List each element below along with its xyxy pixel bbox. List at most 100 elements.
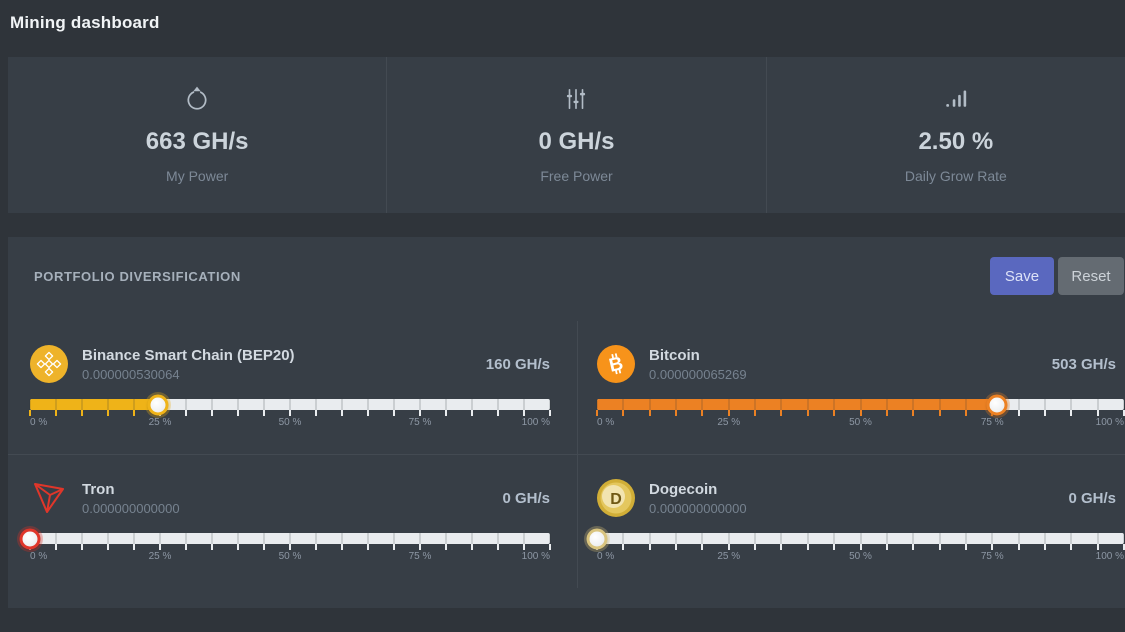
tick-stub bbox=[754, 410, 757, 416]
tick-mark bbox=[523, 533, 525, 544]
tick-stub bbox=[859, 410, 862, 416]
slider-handle[interactable] bbox=[147, 394, 169, 415]
tick-mark bbox=[419, 533, 421, 544]
tick-stub bbox=[341, 410, 343, 416]
slider-track[interactable] bbox=[29, 394, 551, 416]
slider-track[interactable] bbox=[19, 528, 551, 550]
tick-stub bbox=[780, 410, 783, 416]
slider-fill bbox=[597, 399, 997, 410]
tick-stub bbox=[1017, 544, 1020, 550]
tick-label: 50 % bbox=[849, 551, 872, 562]
tick-mark bbox=[237, 533, 239, 544]
tick-stub bbox=[133, 544, 135, 550]
coin-power-value: 503 GH/s bbox=[1051, 355, 1116, 373]
tick-stub bbox=[289, 544, 291, 550]
tick-stub bbox=[1070, 544, 1073, 550]
stat-value: 663 GH/s bbox=[145, 128, 249, 155]
coin-meta: Bitcoin 0.000000065269 bbox=[649, 347, 747, 382]
tick-stub bbox=[622, 544, 625, 550]
tick-label: 25 % bbox=[717, 417, 741, 428]
tick-mark bbox=[885, 533, 888, 544]
tick-mark bbox=[55, 399, 57, 410]
tick-stub bbox=[471, 410, 473, 416]
tick-mark bbox=[780, 533, 783, 544]
doge-icon: D bbox=[597, 479, 635, 517]
tick-stub bbox=[107, 544, 109, 550]
tick-stub bbox=[727, 410, 730, 416]
tick-stub bbox=[648, 544, 651, 550]
coin-rate: 0.000000000000 bbox=[82, 500, 180, 516]
tick-mark bbox=[780, 399, 783, 410]
tick-stub bbox=[29, 410, 31, 416]
slider-track[interactable] bbox=[586, 528, 1125, 550]
tick-mark bbox=[938, 533, 941, 544]
tick-mark bbox=[133, 533, 135, 544]
tick-stub bbox=[964, 410, 967, 416]
tick-stub bbox=[833, 410, 836, 416]
slider-handle[interactable] bbox=[19, 528, 41, 549]
tick-labels: 0 % 25 % 50 % 75 % 100 % bbox=[597, 417, 1124, 430]
tick-mark bbox=[263, 399, 265, 410]
tick-mark bbox=[964, 399, 967, 410]
tick-stub bbox=[185, 544, 187, 550]
tick-mark bbox=[523, 399, 525, 410]
tick-mark bbox=[107, 533, 109, 544]
tick-stub bbox=[1070, 410, 1073, 416]
tick-stub bbox=[393, 544, 395, 550]
tick-stub bbox=[806, 544, 809, 550]
stat-my-power: 663 GH/s My Power bbox=[8, 57, 386, 213]
tick-mark bbox=[497, 533, 499, 544]
tick-mark bbox=[211, 399, 213, 410]
tick-stub bbox=[648, 410, 651, 416]
slider-handle[interactable] bbox=[986, 394, 1008, 415]
stat-free-power: 0 GH/s Free Power bbox=[386, 57, 765, 213]
tick-mark bbox=[159, 533, 161, 544]
coin-name: Tron bbox=[82, 480, 115, 498]
tick-mark bbox=[1096, 533, 1099, 544]
tick-label: 50 % bbox=[278, 417, 302, 428]
tick-mark bbox=[701, 533, 704, 544]
coin-meta: Binance Smart Chain (BEP20) 0.0000005300… bbox=[82, 347, 295, 382]
tick-mark bbox=[341, 533, 343, 544]
tick-stub bbox=[419, 410, 421, 416]
trx-icon bbox=[30, 479, 68, 517]
reset-button[interactable]: Reset bbox=[1058, 257, 1124, 295]
tick-stub bbox=[675, 410, 678, 416]
tick-mark bbox=[596, 399, 598, 410]
slider-track[interactable] bbox=[596, 394, 1125, 416]
sliders-icon bbox=[563, 86, 589, 112]
tick-stub bbox=[859, 544, 862, 550]
allocation-slider[interactable]: 0 % 25 % 50 % 75 % 100 % bbox=[596, 394, 1125, 430]
tick-mark bbox=[622, 533, 625, 544]
tick-mark bbox=[341, 399, 343, 410]
tick-stub bbox=[237, 544, 239, 550]
save-button[interactable]: Save bbox=[990, 257, 1054, 295]
tick-stub bbox=[81, 410, 83, 416]
tick-stub bbox=[675, 544, 678, 550]
allocation-slider[interactable]: 0 % 25 % 50 % 75 % 100 % bbox=[586, 528, 1125, 564]
coin-meta: Tron 0.000000000000 bbox=[82, 481, 180, 516]
tick-stub bbox=[341, 544, 343, 550]
tick-label: 0 % bbox=[597, 417, 615, 428]
coin-head: Binance Smart Chain (BEP20) 0.0000005300… bbox=[30, 343, 550, 385]
tick-labels: 0 % 25 % 50 % 75 % 100 % bbox=[597, 551, 1124, 564]
slider-handle[interactable] bbox=[586, 528, 608, 549]
tick-mark bbox=[1096, 399, 1099, 410]
tick-stub bbox=[185, 410, 187, 416]
bnb-cell: Binance Smart Chain (BEP20) 0.0000005300… bbox=[8, 321, 577, 454]
tick-stub bbox=[885, 544, 888, 550]
tick-mark bbox=[675, 399, 678, 410]
allocation-slider[interactable]: 0 % 25 % 50 % 75 % 100 % bbox=[19, 528, 551, 564]
tick-stub bbox=[1123, 410, 1125, 416]
tick-mark bbox=[859, 533, 862, 544]
tick-stub bbox=[445, 544, 447, 550]
stat-label: My Power bbox=[166, 168, 229, 184]
tick-mark bbox=[1017, 533, 1020, 544]
slider-fill bbox=[30, 399, 158, 410]
tick-stub bbox=[991, 544, 994, 550]
allocation-slider[interactable]: 0 % 25 % 50 % 75 % 100 % bbox=[29, 394, 551, 430]
tick-stub bbox=[419, 544, 421, 550]
tick-stub bbox=[885, 410, 888, 416]
tick-mark bbox=[289, 399, 291, 410]
tick-stub bbox=[1096, 544, 1099, 550]
